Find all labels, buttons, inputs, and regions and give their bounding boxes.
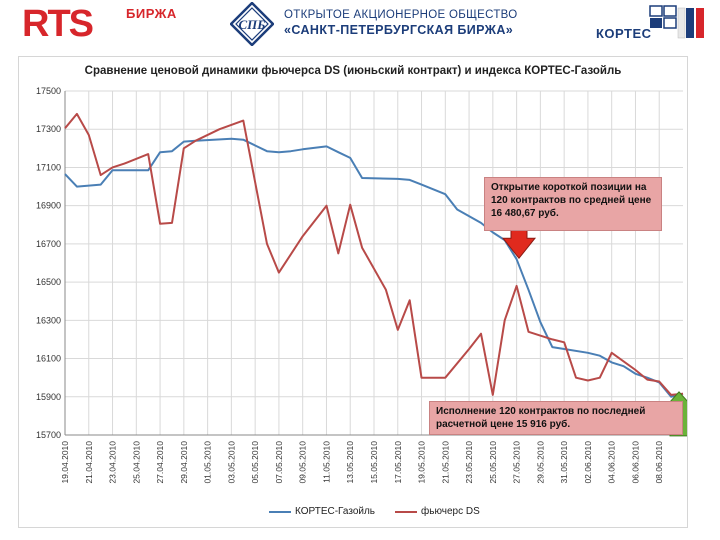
x-tick-label: 13.05.2010 [345,441,355,484]
x-tick-label: 23.04.2010 [108,441,118,484]
svg-text:СПБ: СПБ [238,17,265,32]
legend-item-index: КОРТЕС-Газойль [269,506,375,517]
x-tick-label: 29.05.2010 [535,441,545,484]
rts-logo: RTS [22,3,94,45]
x-tick-label: 25.05.2010 [488,441,498,484]
x-tick-label: 15.05.2010 [369,441,379,484]
x-tick-label: 19.04.2010 [60,441,70,484]
y-tick-label: 16500 [36,277,61,287]
series-line-futures-ds [64,112,684,396]
series-line-kortes-gasoil [64,137,684,398]
y-tick-label: 16300 [36,315,61,325]
y-tick-label: 17100 [36,162,61,172]
legend-label-index: КОРТЕС-Газойль [295,506,376,517]
kortes-logo-icon [649,5,704,39]
x-tick-label: 29.04.2010 [179,441,189,484]
x-tick-label: 21.04.2010 [84,441,94,484]
x-tick-label: 03.05.2010 [226,441,236,484]
y-tick-label: 17500 [36,86,61,96]
spb-emblem-icon: СПБ [230,2,274,46]
x-tick-label: 09.05.2010 [298,441,308,484]
x-tick-label: 21.05.2010 [440,441,450,484]
rts-birzha-label: БИРЖА [126,6,177,21]
chart-legend: КОРТЕС-Газойль фьючерс DS [269,506,494,517]
x-tick-label: 06.06.2010 [630,441,640,484]
x-tick-label: 23.05.2010 [464,441,474,484]
y-tick-label: 15900 [36,392,61,402]
spb-company-type: ОТКРЫТОЕ АКЦИОНЕРНОЕ ОБЩЕСТВО [284,9,518,21]
chart-title: Сравнение ценовой динамики фьючерса DS (… [84,65,622,77]
annotation-execution: Исполнение 120 контрактов по последней р… [429,401,683,435]
x-tick-label: 07.05.2010 [274,441,284,484]
x-tick-label: 31.05.2010 [559,441,569,484]
x-tick-label: 27.05.2010 [512,441,522,484]
kortes-wordmark: КОРТЕС [596,26,652,41]
x-tick-label: 08.06.2010 [654,441,664,484]
x-tick-label: 27.04.2010 [155,441,165,484]
header: RTS БИРЖА СПБ ОТКРЫТОЕ АКЦИОНЕРНОЕ ОБЩЕС… [0,0,720,50]
y-tick-label: 16100 [36,354,61,364]
y-tick-label: 15700 [36,430,61,440]
spb-company-name: «САНКТ-ПЕТЕРБУРГСКАЯ БИРЖА» [284,23,514,37]
x-tick-label: 17.05.2010 [393,441,403,484]
x-tick-label: 11.05.2010 [321,441,331,483]
line-chart: 15700 15900 16100 16300 16500 16700 16900 17100… [36,86,687,484]
y-tick-label: 16900 [36,201,61,211]
x-tick-label: 04.06.2010 [607,441,617,484]
annotation-short-open: Открытие короткой позиции на 120 контрак… [484,177,662,231]
legend-swatch-futures [395,510,418,513]
legend-swatch-index [269,510,291,513]
x-tick-label: 02.06.2010 [583,441,593,484]
y-tick-label: 17300 [36,124,61,134]
x-tick-label: 25.04.2010 [131,441,141,484]
x-tick-label: 05.05.2010 [250,441,260,484]
x-tick-label: 01.05.2010 [203,441,213,484]
x-tick-label: 19.05.2010 [417,441,427,484]
legend-label-futures: фьючерс DS [421,506,480,517]
legend-item-futures: фьючерс DS [395,506,480,517]
chart-container: Сравнение ценовой динамики фьючерса DS (… [18,56,688,528]
y-tick-label: 16700 [36,239,61,249]
